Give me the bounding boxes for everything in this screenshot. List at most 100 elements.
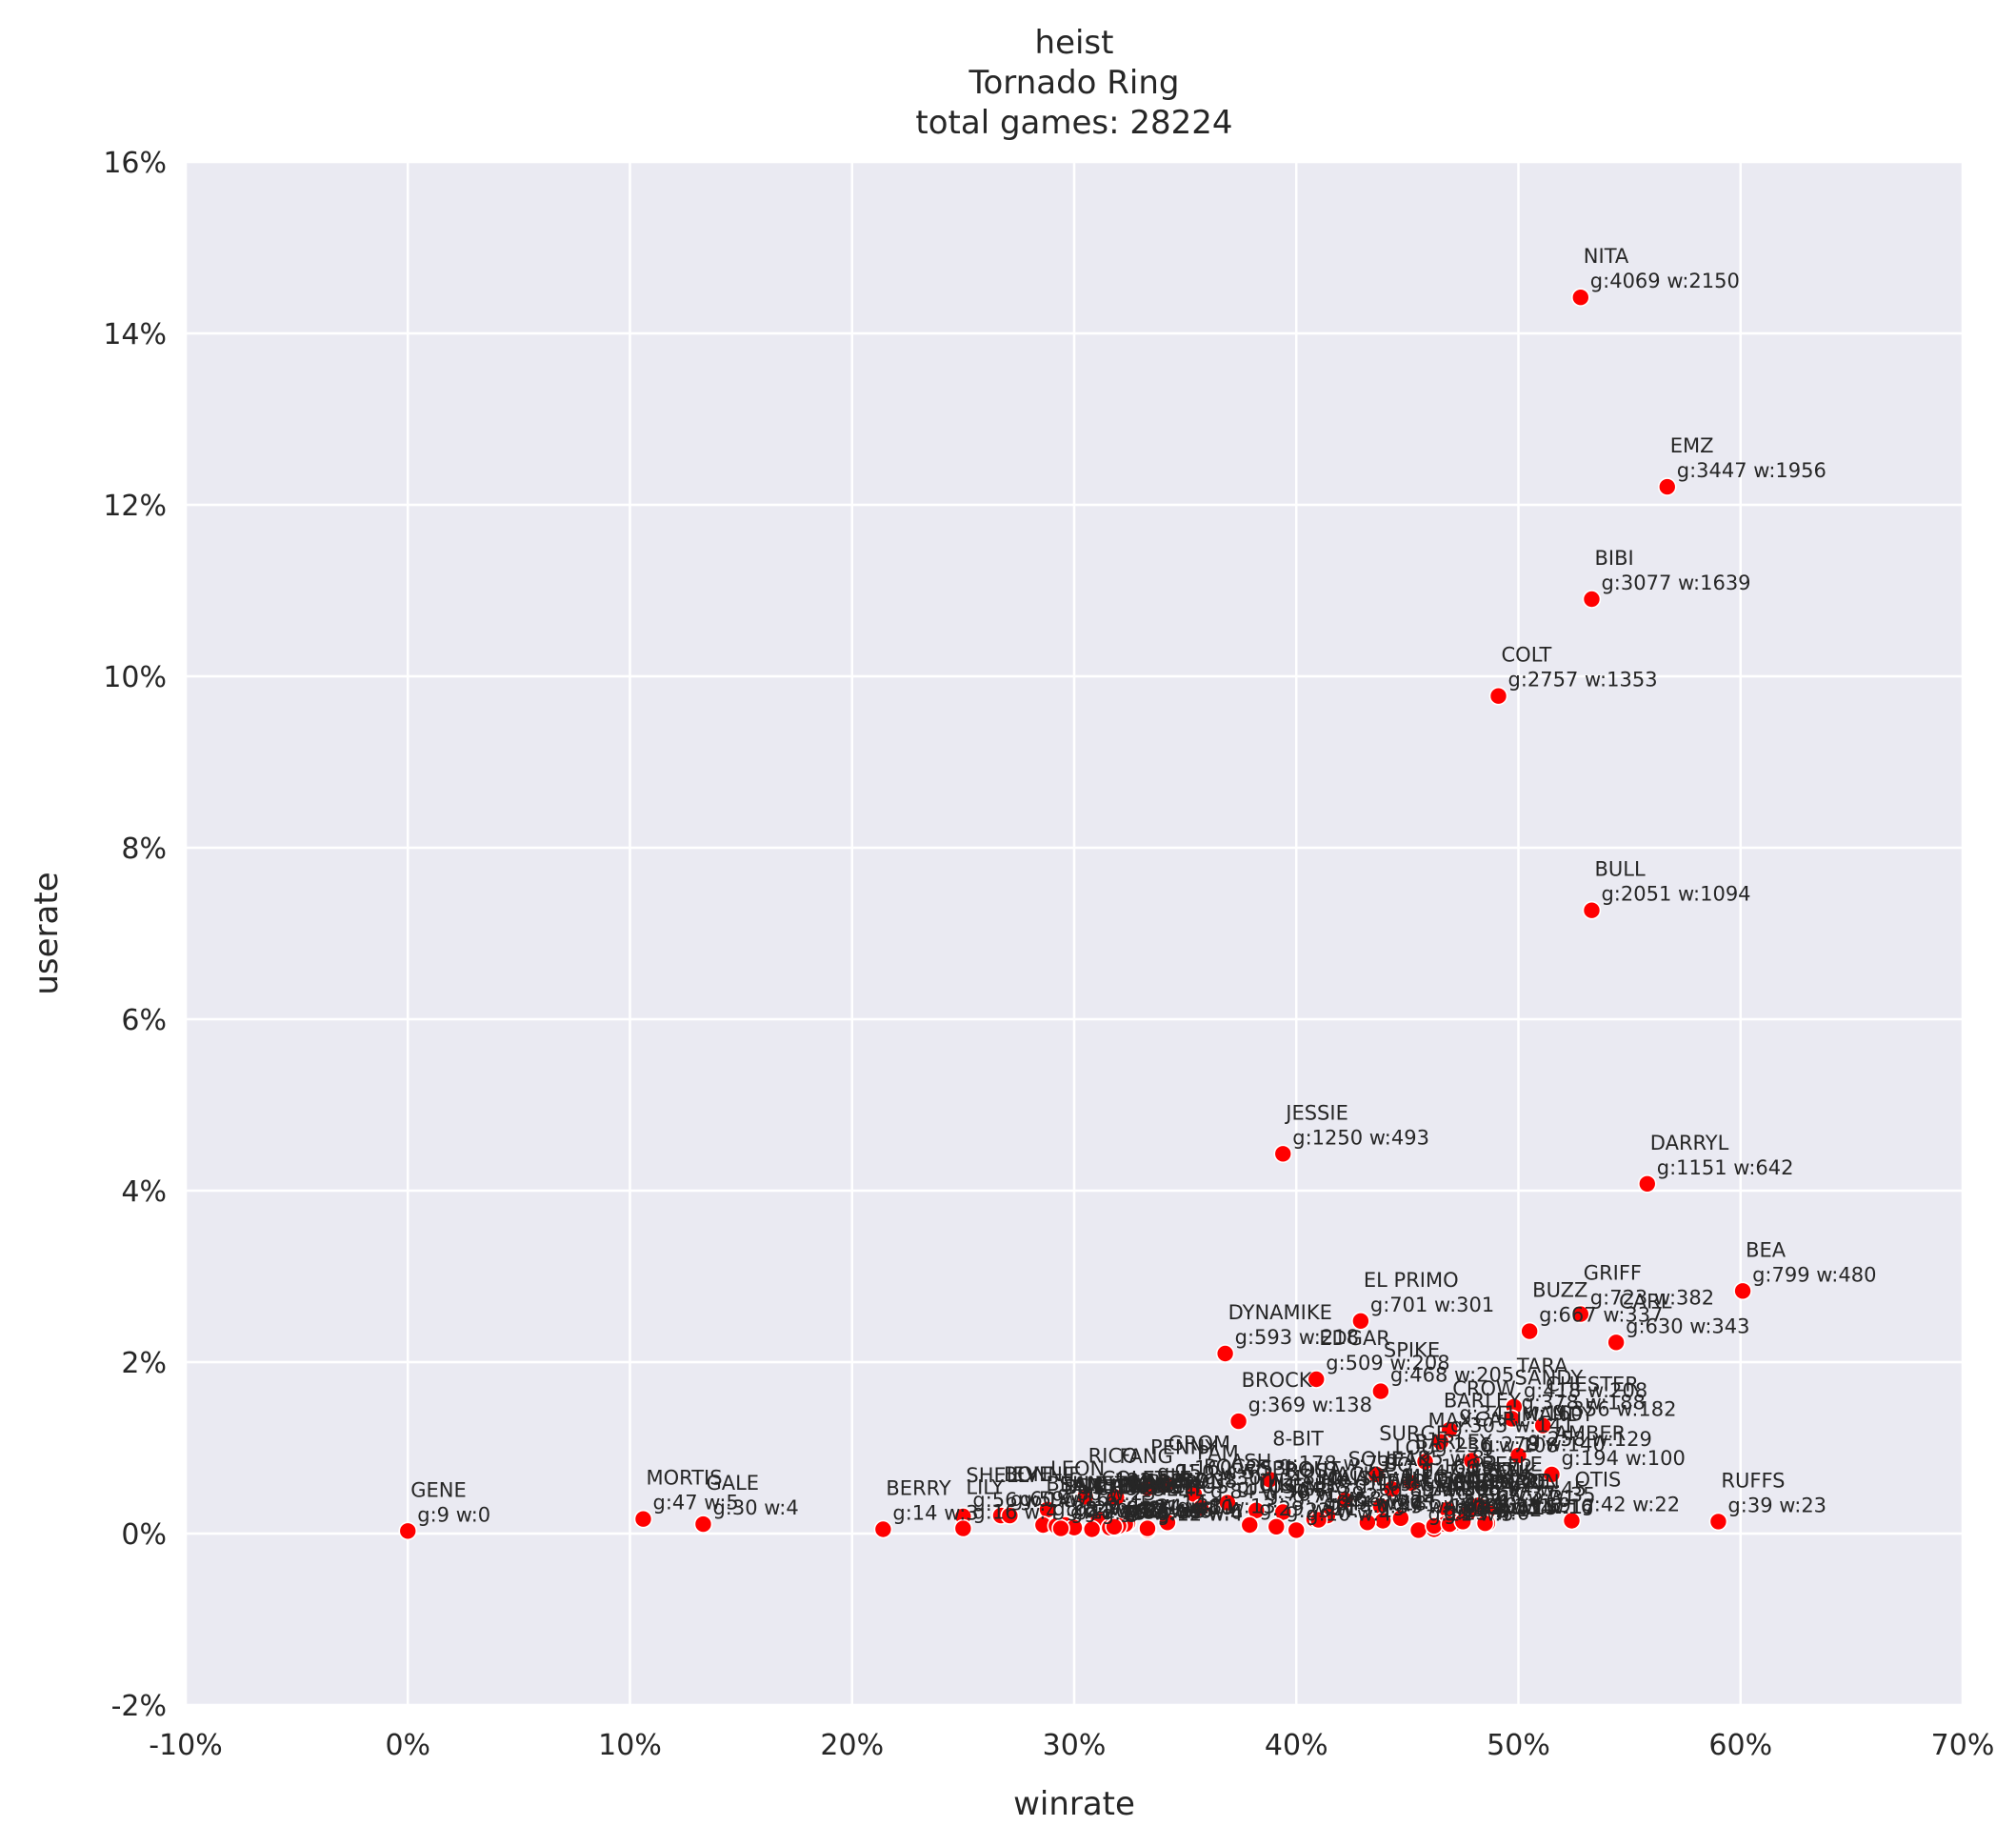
point-name-label: RUFFS (1721, 1469, 1785, 1492)
point-name-label: NITA (1584, 245, 1629, 268)
point-stats-label: g:1250 w:493 (1292, 1126, 1429, 1149)
point-name-label: BEA (1746, 1238, 1786, 1261)
point-name-label: CHESTER (1546, 1374, 1639, 1396)
data-point (1488, 686, 1508, 706)
point-name-label: ASH (1230, 1451, 1272, 1474)
data-point (1657, 477, 1677, 496)
point-stats-label: g:2051 w:1094 (1601, 883, 1750, 906)
point-stats-label: g:76 w:29 (1266, 1483, 1365, 1506)
point-stats-label: g:356 w:182 (1552, 1398, 1676, 1421)
point-name-label: MAISIE (1322, 1468, 1389, 1491)
point-name-label: HANK (1437, 1474, 1495, 1496)
point-stats-label: g:667 w:337 (1539, 1304, 1663, 1327)
data-point (1508, 1446, 1528, 1465)
point-stats-label: g:34 w:11 (1137, 1495, 1236, 1518)
data-point (1287, 1520, 1307, 1540)
point-name-label: FANG (1122, 1474, 1176, 1496)
point-name-label: TARA (1516, 1354, 1568, 1377)
point-name-label: GUS (1450, 1457, 1493, 1480)
data-point (1155, 1475, 1175, 1495)
point-name-label: JESSIE (1284, 1101, 1348, 1124)
point-stats-label: g:41 w:18 (1392, 1494, 1491, 1516)
data-point (1733, 1281, 1752, 1301)
point-stats-label: g:40 w:19 (1472, 1494, 1571, 1516)
point-stats-label: g:56 w:14 (972, 1489, 1071, 1512)
data-point (1138, 1518, 1157, 1538)
point-name-label: SHADE (1452, 1472, 1522, 1495)
point-stats-label: g:47 w:5 (652, 1492, 738, 1515)
point-stats-label: g:303 w:141 (1450, 1415, 1574, 1437)
point-stats-label: g:80 w:23 (1057, 1482, 1156, 1505)
data-point (1307, 1370, 1327, 1389)
point-stats-label: g:59 w:16 (1019, 1488, 1118, 1511)
data-point (1607, 1333, 1626, 1353)
point-name-label: GROM (1168, 1433, 1231, 1455)
point-name-label: SQUEAK (1348, 1448, 1432, 1471)
point-name-label: GRAY (1299, 1477, 1352, 1500)
point-name-label: EVE (1012, 1463, 1051, 1486)
point-name-label: KIT (1448, 1472, 1480, 1495)
point-stats-label: g:28 w:8 (1052, 1497, 1138, 1520)
point-name-label: LEON (1050, 1457, 1105, 1480)
point-name-label: GRIFF (1584, 1262, 1642, 1285)
data-point (1475, 1514, 1495, 1533)
chart-title-line-3: total games: 28224 (915, 104, 1232, 142)
data-point (1453, 1512, 1472, 1532)
data-point (873, 1519, 893, 1539)
y-tick-label: 12% (103, 490, 167, 523)
point-stats-label: g:130 w:48 (1204, 1467, 1315, 1490)
point-name-label: MAX (1428, 1409, 1473, 1432)
point-stats-label: g:26 w:12 (1444, 1498, 1543, 1521)
point-stats-label: g:3077 w:1639 (1601, 572, 1750, 594)
point-stats-label: g:17 w:5 (1070, 1501, 1156, 1524)
point-name-label: CROW (1452, 1377, 1516, 1400)
point-name-label: BROCK (1242, 1369, 1313, 1392)
point-stats-label: g:118 w:38 (1126, 1470, 1237, 1493)
point-name-label: BONNIE (1004, 1463, 1081, 1486)
point-stats-label: g:60 w:16 (1010, 1488, 1109, 1511)
point-stats-label: g:9 w:0 (417, 1503, 490, 1526)
point-name-label: LARRY (1422, 1477, 1486, 1500)
point-stats-label: g:45 w:14 (1108, 1493, 1208, 1515)
point-stats-label: g:195 w:85 (1386, 1447, 1497, 1470)
point-name-label: OLLIE (1150, 1477, 1207, 1500)
point-name-label: OTIS (1574, 1469, 1621, 1492)
point-name-label: BERRY (886, 1477, 951, 1500)
point-stats-label: g:44 w:18 (1328, 1493, 1427, 1515)
point-name-label: EMZ (1670, 434, 1714, 457)
point-stats-label: g:12 w:4 (1157, 1502, 1243, 1525)
data-point (1260, 1470, 1280, 1490)
y-tick-label: 8% (121, 833, 167, 866)
point-stats-label: g:468 w:205 (1390, 1364, 1514, 1387)
data-point (1582, 590, 1602, 609)
data-point (1542, 1465, 1562, 1484)
point-stats-label: g:52 w:24 (1410, 1491, 1509, 1514)
point-name-label: FANG (1119, 1445, 1173, 1468)
point-name-label: BARLEY (1415, 1431, 1492, 1454)
data-point (953, 1518, 973, 1538)
point-name-label: EL PRIMO (1364, 1269, 1459, 1292)
data-point (1367, 1465, 1387, 1484)
point-stats-label: g:509 w:208 (1326, 1352, 1449, 1374)
point-stats-label: g:24 w:7 (1066, 1498, 1151, 1521)
point-stats-label: g:29 w:11 (1259, 1497, 1358, 1520)
data-point (1191, 1498, 1210, 1517)
data-point (1431, 1432, 1450, 1452)
point-stats-label: g:84 w:30 (1210, 1480, 1309, 1503)
data-point (1240, 1515, 1260, 1535)
point-stats-label: g:19 w:6 (1119, 1500, 1205, 1523)
data-point (1335, 1491, 1355, 1510)
data-point (1371, 1381, 1390, 1401)
point-name-label: DOUG (1119, 1475, 1180, 1498)
point-name-label: WILLOW (1386, 1469, 1468, 1492)
point-stats-label: g:14 w:3 (892, 1502, 978, 1525)
data-point (1582, 900, 1602, 920)
point-stats-label: g:36 w:17 (1466, 1495, 1565, 1517)
point-name-label: MEEPLE (1370, 1470, 1448, 1493)
point-stats-label: g:799 w:480 (1752, 1263, 1876, 1286)
point-stats-label: g:71 w:28 (1292, 1485, 1391, 1508)
point-name-label: AMBER (1554, 1422, 1626, 1445)
point-stats-label: g:1151 w:642 (1657, 1156, 1794, 1179)
point-name-label: MORTIS (646, 1467, 722, 1490)
point-name-label: BIBI (1594, 547, 1633, 570)
